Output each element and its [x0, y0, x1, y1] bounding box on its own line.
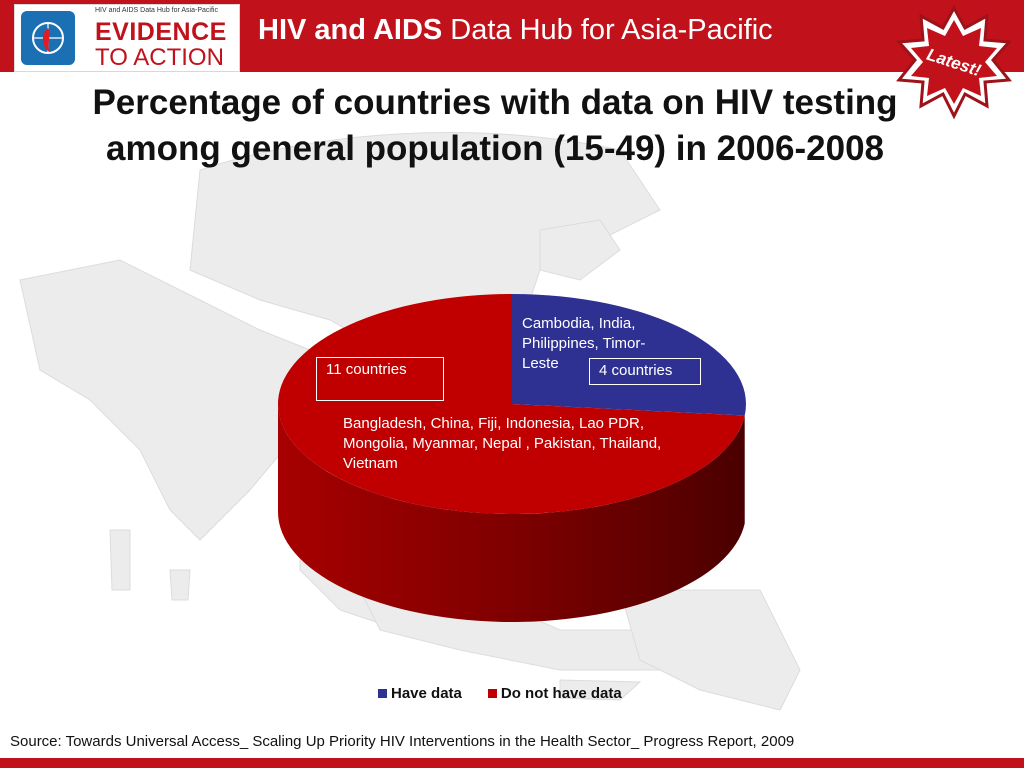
header-bar: HIV and AIDS Data Hub for Asia-Pacific E…: [0, 0, 1024, 72]
have-data-country-line: Philippines, Timor-: [522, 335, 646, 352]
legend-label: Do not have data: [500, 685, 622, 702]
un-emblem-icon: [21, 11, 75, 65]
hub-title: HIV and AIDS Data Hub for Asia-Pacific: [258, 14, 773, 47]
pie-slice-have-data: [512, 294, 746, 416]
have-data-country-line: Cambodia, India,: [522, 315, 636, 332]
legend-label: Have data: [391, 685, 462, 702]
no-data-country-line: Bangladesh, China, Fiji, Indonesia, Lao …: [343, 415, 645, 432]
hub-title-bold: HIV and AIDS: [258, 14, 443, 46]
legend-swatch-have-data: [378, 689, 387, 698]
have-data-country-line: Leste: [522, 355, 559, 372]
footer-bar: [0, 758, 1024, 768]
evidence-to-action-logo[interactable]: HIV and AIDS Data Hub for Asia-Pacific E…: [14, 4, 240, 72]
chart-title: Percentage of countries with data on HIV…: [92, 83, 898, 168]
no-data-country-line: Vietnam: [343, 455, 398, 472]
chart-legend: Have data Do not have data: [378, 685, 622, 702]
legend-item-no-data: Do not have data: [487, 685, 622, 702]
logo-subtitle: HIV and AIDS Data Hub for Asia-Pacific: [95, 7, 218, 14]
no-data-countries: Bangladesh, China, Fiji, Indonesia, Lao …: [343, 414, 733, 474]
legend-item-have-data: Have data: [378, 685, 462, 702]
no-data-count-label: 11 countries: [316, 357, 444, 401]
latest-badge[interactable]: Latest!: [893, 4, 1015, 120]
pie-slice-no-data: [278, 293, 745, 514]
have-data-count-label: 4 countries: [589, 358, 701, 385]
logo-evidence-text: EVIDENCE: [95, 18, 227, 46]
source-note: Source: Towards Universal Access_ Scalin…: [10, 733, 795, 750]
have-data-countries: Cambodia, India, Philippines, Timor- Les…: [522, 314, 697, 374]
pie-side-wall: [278, 404, 745, 623]
legend-swatch-no-data: [487, 689, 497, 698]
logo-to-action-text: TO ACTION: [95, 44, 224, 71]
hub-title-rest: Data Hub for Asia-Pacific: [442, 14, 773, 46]
no-data-country-line: Mongolia, Myanmar, Nepal , Pakistan, Tha…: [343, 435, 662, 452]
